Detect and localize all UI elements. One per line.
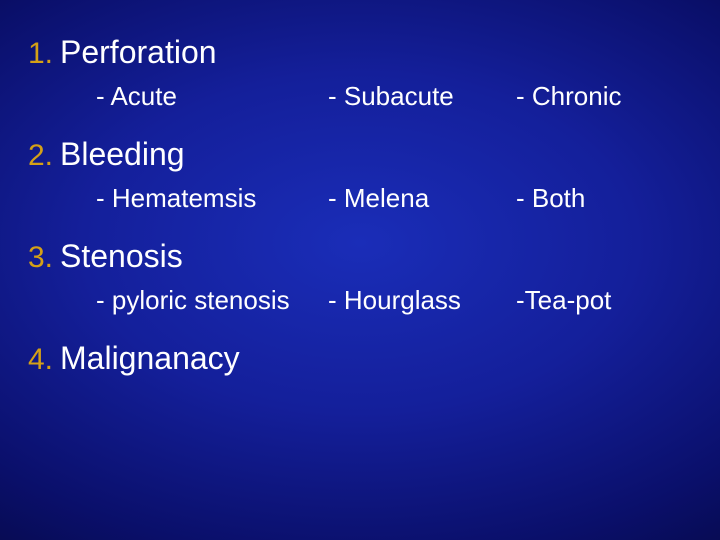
sub-item: - Both (516, 183, 700, 214)
item-number: 1. (28, 37, 60, 71)
sub-item: - pyloric stenosis (96, 285, 328, 316)
item-title: Perforation (60, 34, 217, 71)
item-number: 3. (28, 241, 60, 275)
item-number: 4. (28, 343, 60, 377)
item-title: Stenosis (60, 238, 183, 275)
sub-list: - Acute - Subacute - Chronic (96, 81, 700, 112)
sub-item: - Acute (96, 81, 328, 112)
sub-item: - Hourglass (328, 285, 516, 316)
item-title: Malignanacy (60, 340, 240, 377)
slide: 1. Perforation - Acute - Subacute - Chro… (0, 0, 720, 540)
sub-list: - Hematemsis - Melena - Both (96, 183, 700, 214)
sub-list: - pyloric stenosis - Hourglass -Tea-pot (96, 285, 700, 316)
sub-item: - Melena (328, 183, 516, 214)
list-item: 2. Bleeding (28, 136, 700, 173)
item-title: Bleeding (60, 136, 185, 173)
list-item: 3. Stenosis (28, 238, 700, 275)
list-item: 1. Perforation (28, 34, 700, 71)
item-number: 2. (28, 139, 60, 173)
sub-item: - Subacute (328, 81, 516, 112)
sub-item: -Tea-pot (516, 285, 700, 316)
sub-item: - Hematemsis (96, 183, 328, 214)
sub-item: - Chronic (516, 81, 700, 112)
list-item: 4. Malignanacy (28, 340, 700, 377)
